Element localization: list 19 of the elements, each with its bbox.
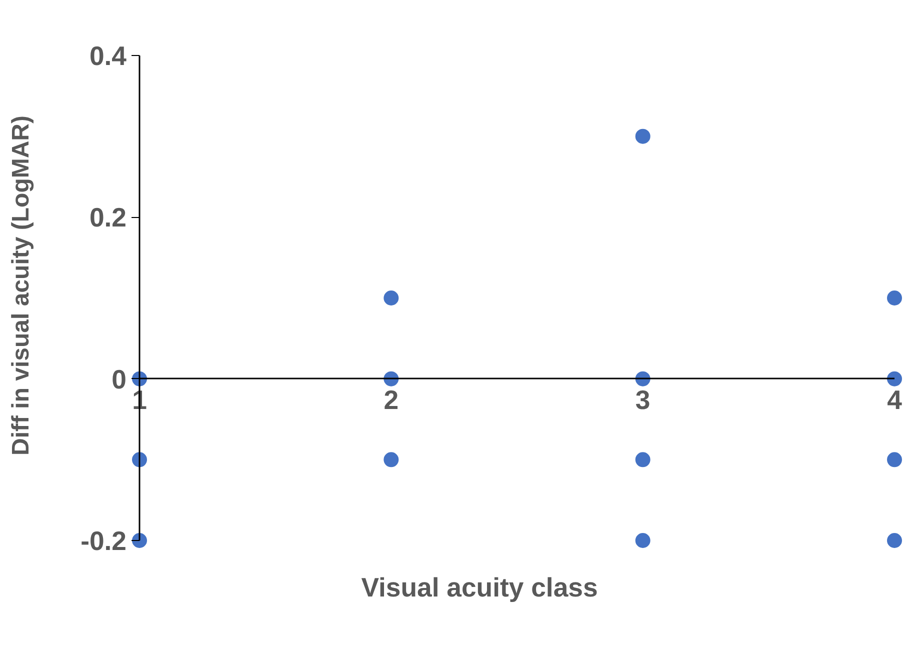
point (887, 533, 902, 548)
point (384, 452, 399, 468)
x-tick-label: 3 (635, 384, 650, 415)
point (132, 533, 147, 548)
point (887, 371, 902, 386)
y-axis-title: Diff in visual acuity (LogMAR) (8, 115, 34, 456)
x-tick-label: 4 (887, 384, 902, 415)
point (887, 452, 902, 468)
point (384, 290, 399, 306)
point (635, 533, 650, 548)
x-axis-title: Visual acuity class (361, 572, 598, 602)
y-tick-label: -0.2 (80, 526, 127, 556)
x-tick-label: 2 (384, 384, 399, 415)
y-tick-label: 0.2 (89, 202, 127, 233)
point (887, 290, 902, 306)
y-tick-label: 0.4 (89, 41, 127, 71)
point (635, 452, 650, 468)
y-tick-label: 0 (112, 364, 127, 394)
point (635, 128, 650, 144)
